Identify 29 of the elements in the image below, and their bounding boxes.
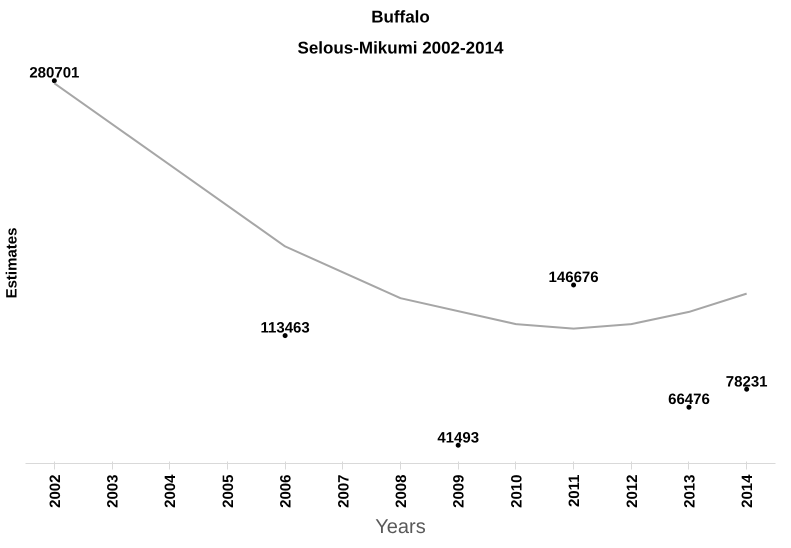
x-tick-label: 2006 bbox=[278, 474, 295, 508]
data-label: 78231 bbox=[726, 373, 768, 390]
x-tick-label: 2004 bbox=[162, 474, 180, 508]
x-tick-label: 2012 bbox=[624, 474, 641, 508]
x-tick-label: 2003 bbox=[104, 474, 122, 508]
data-label: 280701 bbox=[29, 64, 80, 82]
x-axis-title: Years bbox=[375, 516, 426, 538]
y-axis-title: Estimates bbox=[4, 228, 20, 298]
x-tick-label: 2005 bbox=[220, 474, 237, 508]
data-label: 113463 bbox=[260, 320, 310, 337]
x-tick-label: 2011 bbox=[566, 474, 584, 508]
x-tick-label: 2013 bbox=[681, 474, 698, 508]
x-tick-label: 2002 bbox=[46, 474, 64, 508]
x-tick-label: 2007 bbox=[335, 474, 352, 508]
x-tick-label: 2009 bbox=[450, 474, 468, 508]
x-tick-label: 2010 bbox=[508, 474, 526, 508]
point bbox=[571, 282, 576, 288]
point bbox=[52, 78, 57, 84]
point bbox=[744, 386, 750, 392]
data-label: 66476 bbox=[668, 391, 710, 408]
data-label: 41493 bbox=[437, 429, 480, 446]
point bbox=[282, 333, 288, 338]
chart-title: Buffalo bbox=[371, 8, 430, 26]
point bbox=[686, 404, 692, 410]
x-tick-label: 2014 bbox=[739, 474, 756, 508]
x-tick-label: 2008 bbox=[393, 474, 410, 508]
chart-subtitle: Selous-Mikumi 2002-2014 bbox=[298, 38, 504, 58]
data-label: 146676 bbox=[548, 268, 599, 286]
point bbox=[456, 442, 461, 448]
